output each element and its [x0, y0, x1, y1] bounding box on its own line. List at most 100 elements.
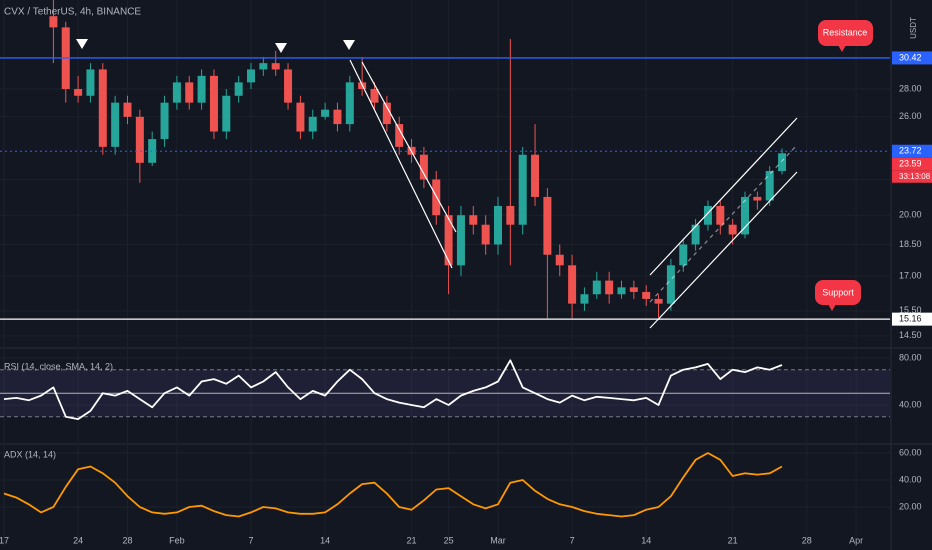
candle-body: [123, 102, 132, 117]
candle-body: [666, 265, 675, 304]
candle-body: [197, 75, 206, 103]
channel-line: [349, 59, 453, 269]
candle-body: [111, 102, 120, 147]
candle-body: [765, 171, 774, 201]
candle-body: [456, 215, 465, 266]
y-tick-label: 28.00: [899, 83, 922, 93]
candle-body: [172, 82, 181, 103]
candle-body: [284, 69, 293, 103]
price-tag: [892, 51, 932, 65]
candle-body: [778, 153, 787, 172]
triangle-marker: [275, 43, 287, 53]
drawings: [349, 59, 798, 329]
candle-body: [271, 63, 280, 70]
x-tick-label: 7: [248, 535, 253, 545]
candle-body: [555, 254, 564, 266]
triangle-marker: [76, 39, 88, 49]
channel-line: [649, 117, 798, 276]
price-tag-label: 15.16: [899, 314, 922, 324]
candle-body: [605, 280, 614, 295]
indicator-line: [3, 359, 783, 420]
candle-body: [98, 69, 107, 147]
x-tick-label: Mar: [490, 535, 506, 545]
triangle-marker: [343, 40, 355, 50]
markers: [76, 39, 355, 53]
x-tick-label: Apr: [849, 535, 863, 545]
y-tick-label: 26.00: [899, 111, 922, 121]
pane-title: RSI (14, close, SMA, 14, 2): [4, 361, 113, 371]
y-tick-label: 14.50: [899, 330, 922, 340]
candle-body: [308, 116, 317, 132]
candle-body: [518, 154, 527, 225]
candle-body: [333, 109, 342, 125]
candle-body: [321, 109, 330, 117]
y-unit: USDT: [909, 17, 918, 39]
candle-body: [135, 116, 144, 163]
callout-text: Resistance: [823, 27, 868, 37]
channel-line: [361, 61, 457, 233]
x-tick-label: 21: [728, 535, 738, 545]
candle-body: [259, 63, 268, 70]
callout-text: Support: [822, 287, 854, 297]
candle-body: [679, 244, 688, 266]
countdown-label: 33:13:08: [899, 172, 931, 181]
x-tick-label: 21: [407, 535, 417, 545]
candle-body: [209, 75, 218, 132]
price-tag-label: 23.72: [899, 146, 922, 156]
candle-body: [370, 89, 379, 103]
candle-body: [716, 205, 725, 225]
candle-body: [728, 224, 737, 235]
candle-body: [642, 291, 651, 299]
x-tick-label: 28: [122, 535, 132, 545]
candle-body: [247, 69, 255, 83]
y-tick-label: 15.50: [899, 305, 922, 315]
candle-body: [506, 205, 515, 225]
candle-body: [345, 82, 354, 125]
price-tag-label: 23.59: [899, 159, 922, 169]
candle-body: [419, 154, 428, 180]
candle-body: [234, 82, 243, 96]
y-tick-label: 40.00: [899, 399, 922, 409]
chart-title: CVX / TetherUS, 4h, BINANCE: [4, 7, 141, 18]
candle-body: [494, 205, 502, 245]
candle-body: [580, 294, 589, 304]
y-tick-label: 20.00: [899, 501, 922, 511]
candle-body: [568, 265, 577, 304]
candle-body: [185, 82, 194, 103]
candle-body: [74, 89, 83, 96]
x-tick-label: 14: [641, 535, 651, 545]
price-tag: [892, 157, 932, 171]
callout: Resistance: [818, 20, 873, 52]
candle-body: [691, 224, 700, 245]
candle-body: [741, 196, 749, 235]
y-tick-label: 20.00: [899, 210, 922, 220]
price-tag: [892, 144, 932, 158]
candle-body: [703, 205, 712, 225]
candle-body: [148, 139, 157, 163]
candle-body: [296, 102, 305, 132]
callout: Support: [815, 280, 861, 311]
countdown-tag: [892, 170, 932, 183]
y-tick-label: 17.00: [899, 271, 922, 281]
callout-tail: [838, 45, 846, 52]
price-tag: [892, 312, 932, 326]
candle-body: [654, 298, 663, 304]
candle-body: [592, 280, 601, 295]
x-tick-label: 7: [570, 535, 575, 545]
candle-body: [617, 287, 626, 295]
channel-line: [649, 171, 798, 329]
candle-body: [629, 287, 638, 292]
x-tick-label: 14: [320, 535, 330, 545]
y-tick-label: 60.00: [899, 447, 922, 457]
candle-body: [753, 196, 762, 201]
y-tick-label: 18.50: [899, 239, 922, 249]
candle-body: [86, 69, 95, 96]
candle-body: [531, 154, 540, 197]
price-tag-label: 30.42: [899, 52, 922, 62]
callout-tail: [828, 304, 836, 311]
candle-body: [469, 215, 478, 225]
y-tick-label: 40.00: [899, 474, 922, 484]
indicator-line: [3, 452, 783, 518]
